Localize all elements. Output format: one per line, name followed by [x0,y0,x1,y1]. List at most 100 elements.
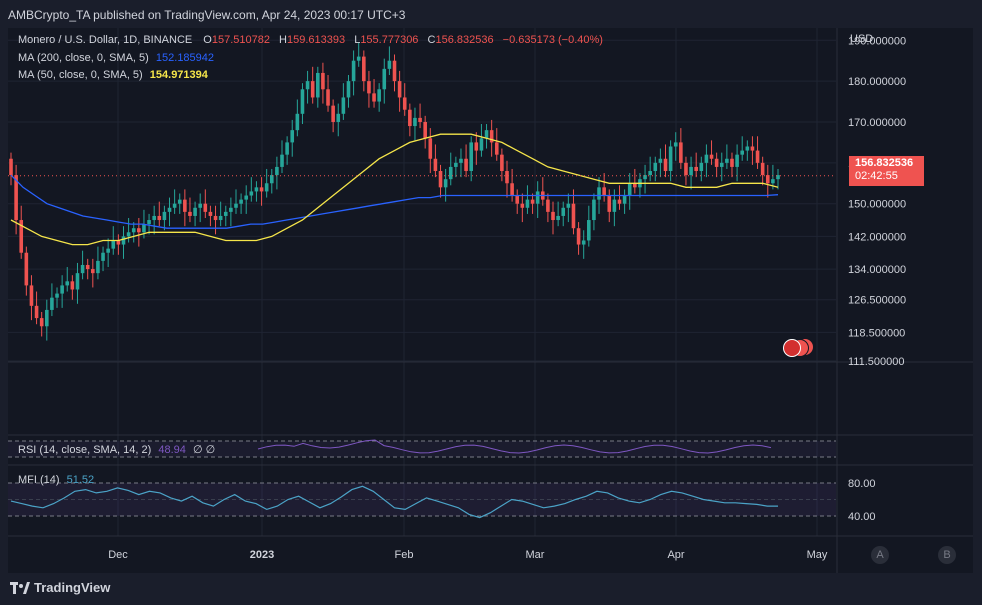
price-tick-label: 126.500000 [848,295,906,307]
candle-body [218,215,223,221]
candle-body [331,105,335,122]
candle-body [699,162,704,172]
time-tick-label: Apr [667,549,684,561]
candle-body [116,240,121,245]
candle-body [295,113,300,131]
candle-body [382,68,387,90]
candle-body [627,183,632,196]
candle-body [505,171,509,184]
candle-body [157,215,162,221]
candle-body [546,199,550,212]
candle-body [474,142,479,151]
candle-body [597,187,601,200]
candle-body [730,158,734,167]
candle-body [377,89,381,102]
mfi-line [10,485,778,519]
candle-body [177,199,182,204]
candle-body [198,203,202,208]
candle-body [464,158,468,172]
candle-body [290,130,295,143]
candle-body [566,203,571,208]
candle-body [392,60,397,82]
candle-body [704,154,709,163]
price-tick-label: 118.500000 [848,327,905,339]
candle-body [24,252,29,286]
candle-body [515,195,520,204]
price-tick-label: 170.000000 [848,117,906,129]
candle-body [561,207,566,216]
candle-body [193,207,197,216]
open-label: O [203,34,212,46]
candle-body [556,215,560,221]
candle-body [397,81,402,98]
candle-body [755,150,760,163]
ma50-label: MA (50, close, 0, SMA, 5) [18,69,143,81]
candle-body [162,211,167,221]
chart-area[interactable]: 190.000000180.000000170.000000160.000000… [8,28,973,573]
candle-body [602,187,606,196]
candle-body [387,60,392,69]
candle-body [500,154,504,172]
currency-label: USD [850,33,874,45]
time-tick-label: Mar [526,549,545,561]
low-value: 155.777306 [360,34,419,46]
price-tick-label: 134.000000 [848,264,906,276]
candle-body [408,109,412,127]
candle-body [254,187,259,192]
candle-body [494,142,499,155]
candle-body [321,72,325,90]
low-label: L [354,34,361,46]
tradingview-footer[interactable]: TradingView [10,580,110,596]
publish-header: AMBCrypto_TA published on TradingView.co… [8,8,406,22]
candle-body [454,162,458,167]
candle-body [285,142,289,155]
candle-body [229,207,233,212]
ma50-legend[interactable]: MA (50, close, 0, SMA, 5) 154.971394 [18,69,208,81]
candle-body [239,199,243,204]
candle-body [137,228,141,233]
ma50-value: 154.971394 [149,69,208,81]
events-icon[interactable] [783,339,817,357]
symbol-label: Monero / U.S. Dollar, 1D, BINANCE [18,34,193,46]
candle-body [459,158,463,163]
mfi-legend[interactable]: MFI (14) 51.52 [18,474,94,486]
ma50-line [10,133,779,246]
candle-body [305,81,310,90]
candle-body [269,175,274,184]
candle-body [571,203,576,229]
candle-body [126,232,131,237]
ma200-legend[interactable]: MA (200, close, 0, SMA, 5) 152.185942 [18,52,214,64]
candle-body [658,158,663,163]
chart-svg[interactable]: 190.000000180.000000170.000000160.000000… [8,28,973,573]
candle-body [765,175,770,184]
b-scale-button[interactable]: B [938,546,956,564]
mfi-axis-label: 80.00 [848,478,876,490]
tradingview-brand: TradingView [34,580,111,595]
candle-body [535,191,540,204]
candle-body [607,195,612,212]
candle-body [70,281,75,290]
candle-body [34,305,39,319]
candle-body [367,81,371,94]
candle-body [719,162,724,167]
rsi-line [257,439,772,454]
candle-body [356,56,361,61]
candle-body [520,203,525,208]
rsi-legend[interactable]: RSI (14, close, SMA, 14, 2) 48.94 ∅ ∅ [18,443,215,456]
candle-body [9,158,13,176]
candle-body [362,56,366,82]
candle-body [275,166,279,176]
candle-body [776,175,780,180]
candle-body [653,162,658,172]
candle-body [622,195,627,204]
last-price-tag: 156.832536 02:42:55 [849,156,924,186]
candle-body [587,220,591,241]
candle-body [188,211,192,216]
candle-body [55,293,59,298]
auto-scale-button[interactable]: A [871,546,889,564]
candle-body [750,146,755,151]
candle-body [326,89,330,106]
candle-body [29,285,34,306]
close-value: 156.832536 [435,34,494,46]
